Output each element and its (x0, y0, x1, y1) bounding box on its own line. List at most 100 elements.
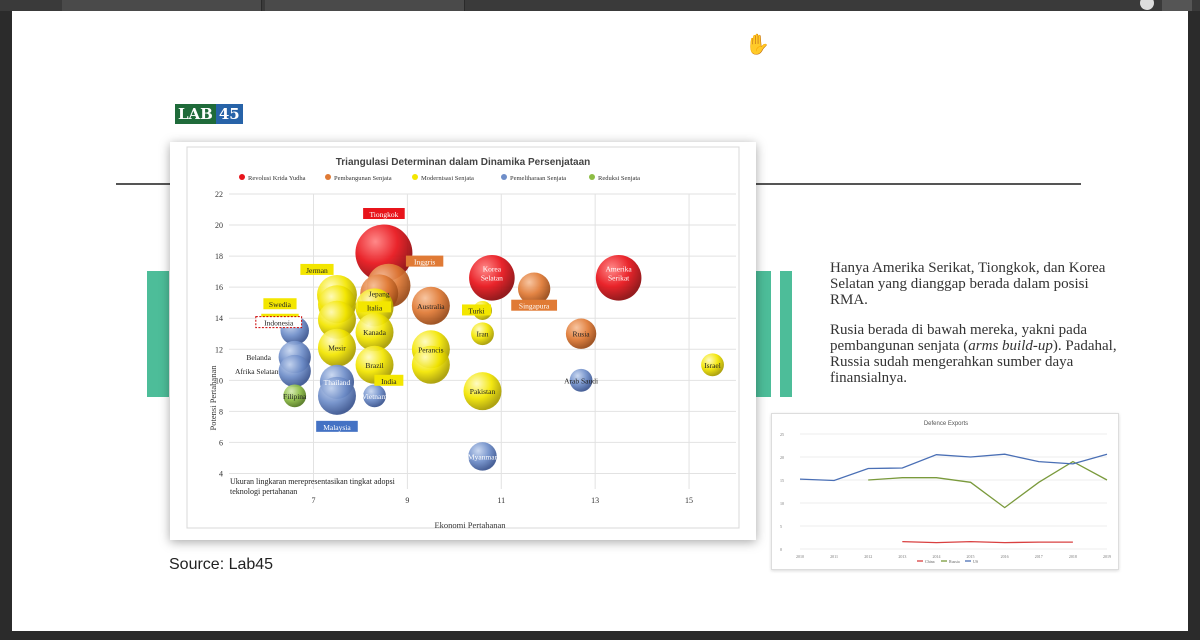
bubble (411, 345, 450, 384)
chart-legend: Revolusi Krida Yudha Pembangunan Senjata M… (239, 174, 640, 182)
point-label-text: Afrika Selatan (235, 367, 279, 376)
mini-chart-grid: 0 5 10 15 20 25 2010 2011 2012 2013 2014 2015 2016 20… (780, 432, 1111, 559)
point-label: Australia (417, 302, 445, 311)
mini-chart-title: Defence Exports (924, 421, 968, 427)
point-label-text: Swedia (269, 300, 292, 309)
point-label: Filipina (283, 392, 307, 401)
point-label: Thailand (324, 378, 351, 387)
browser-tab-bar (0, 0, 1200, 11)
x-tick-label: 15 (685, 496, 693, 505)
point-label: Brazil (365, 361, 383, 370)
source-caption: Source: Lab45 (169, 556, 274, 573)
chart-title: Triangulasi Determinan dalam Dinamika Pe… (336, 157, 591, 168)
legend-marker (239, 174, 245, 180)
point-label: Pakistan (470, 387, 496, 396)
point-label: Vietnam (362, 392, 388, 401)
point-label-text: Kanada (363, 328, 387, 337)
legend-item: Modernisasi Senjata (412, 174, 474, 182)
mini-x-tick: 2012 (864, 554, 872, 559)
point-label: Iran (476, 330, 488, 339)
size-annotation-box: Ukuran lingkaran merepresentasikan tingk… (230, 477, 395, 496)
y-tick-label: 20 (215, 221, 223, 230)
window-controls[interactable] (1162, 0, 1192, 11)
legend-item: Reduksi Senjata (589, 174, 640, 182)
point-label: Arab Saudi (564, 376, 598, 385)
mini-x-tick: 2015 (967, 554, 975, 559)
mini-x-tick: 2010 (796, 554, 804, 559)
mini-y-tick: 10 (780, 501, 784, 506)
x-tick-label: 9 (405, 496, 409, 505)
mini-y-tick: 15 (780, 478, 784, 483)
account-icon[interactable] (1140, 0, 1154, 10)
bubble (517, 272, 551, 305)
point-label-text: Turki (468, 306, 484, 315)
point-label-text: Singapura (519, 302, 550, 311)
legend-label: Pemeliharaan Senjata (510, 175, 566, 182)
point-label-text: Jepang (369, 289, 390, 298)
hand-cursor-icon: ✋ (745, 34, 770, 56)
mini-y-tick: 25 (780, 432, 784, 437)
legend-label: Pembangunan Senjata (334, 175, 392, 182)
bubble (317, 376, 356, 415)
point-label-text: India (381, 377, 397, 386)
accent-bar-right-1 (756, 271, 771, 397)
bubble (701, 353, 724, 377)
point-label-tag (405, 255, 444, 267)
point-label-text: Indonesia (264, 319, 294, 328)
point-label-text: Thailand (324, 378, 351, 387)
x-tick-label: 7 (312, 496, 316, 505)
point-label-text: Filipina (283, 392, 307, 401)
mini-legend-label: Russia (949, 559, 960, 564)
point-label-text: Selatan (481, 273, 503, 282)
point-label-text: Iran (476, 330, 488, 339)
bubble (283, 384, 307, 408)
y-tick-label: 8 (219, 407, 223, 416)
browser-tab[interactable] (62, 0, 262, 11)
mini-legend-label: US (973, 559, 978, 564)
accent-bar-right-2 (780, 271, 792, 397)
point-label: Kanada (363, 328, 387, 337)
description-paragraph-2: Rusia berada di bawah mereka, yakni pada… (830, 322, 1117, 386)
bubble (317, 328, 356, 367)
point-label-tag (263, 298, 297, 310)
bubble (595, 255, 642, 301)
point-label-text: Myanmar (468, 452, 498, 461)
point-label: Myanmar (468, 452, 498, 461)
browser-tab[interactable] (265, 0, 465, 11)
mini-y-tick: 5 (780, 524, 782, 529)
slide-description: Hanya Amerika Serikat, Tiongkok, dan Kor… (830, 260, 1130, 400)
logo-part-2: 45 (215, 104, 243, 124)
point-label-text: Amerika (606, 264, 633, 273)
point-label: Turki (462, 304, 491, 316)
point-label-tag (363, 208, 405, 219)
point-label: Afrika Selatan (235, 367, 279, 376)
point-label: Jerman (300, 263, 334, 275)
point-label-tag (300, 263, 334, 275)
point-label-text: Italia (367, 303, 383, 312)
point-label-text: Arab Saudi (564, 376, 598, 385)
mini-y-tick: 0 (780, 547, 782, 552)
point-label: Tiongkok (363, 208, 405, 219)
mini-series-line (799, 453, 1108, 482)
point-label-text: Tiongkok (369, 210, 398, 219)
bubble-chart-card: Triangulasi Determinan dalam Dinamika Pe… (170, 142, 756, 540)
point-label: Singapura (511, 299, 558, 311)
mini-x-tick: 2011 (830, 554, 838, 559)
x-tick-label: 11 (497, 496, 505, 505)
bubble (355, 345, 394, 384)
bubble (569, 368, 593, 392)
mini-x-tick: 2018 (1069, 554, 1077, 559)
y-tick-label: 12 (215, 345, 223, 354)
point-label-text: Inggris (414, 258, 435, 267)
bubble (363, 384, 386, 408)
bubble (565, 318, 597, 349)
point-label: Israel (704, 361, 721, 370)
point-label-text: Serikat (608, 273, 630, 282)
logo-part-1: LAB (175, 104, 216, 124)
point-label-text: Korea (483, 264, 502, 273)
point-label-text: Pakistan (470, 387, 496, 396)
y-tick-label: 6 (219, 438, 223, 447)
bubble (317, 300, 356, 339)
